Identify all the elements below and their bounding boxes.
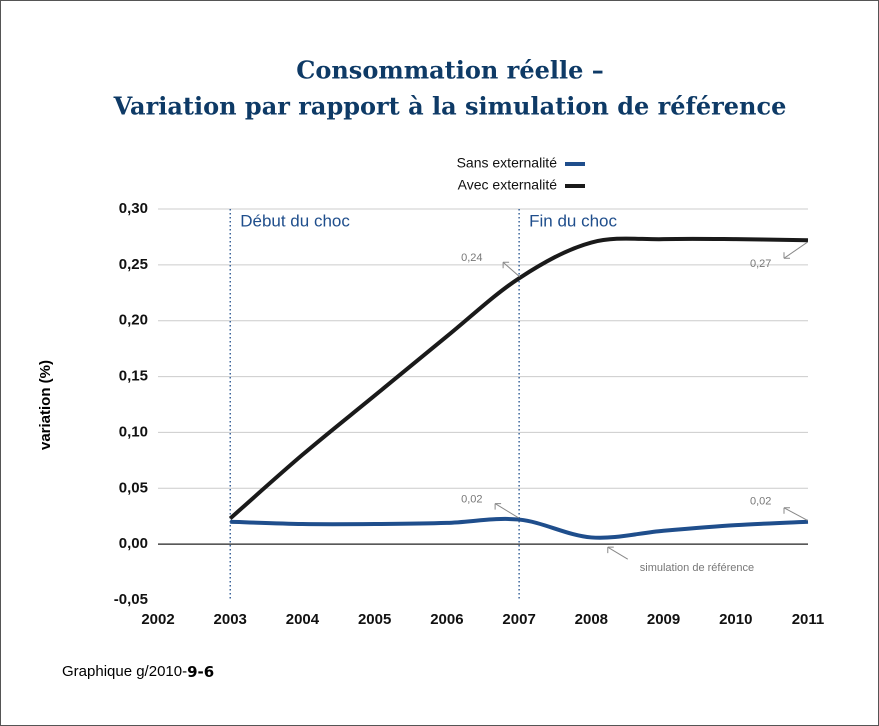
y-tick-label: 0,30 <box>119 200 148 217</box>
y-tick-label: 0,25 <box>119 256 148 273</box>
annotation: simulation de référence <box>640 562 754 574</box>
y-tick-label: 0,10 <box>119 423 148 440</box>
x-tick-label: 2007 <box>502 611 535 628</box>
annotation-arrow <box>494 503 519 519</box>
x-tick-label: 2005 <box>358 611 391 628</box>
legend-label: Avec externalité <box>458 177 558 193</box>
legend-label: Sans externalité <box>457 155 558 171</box>
annotation-arrow <box>502 261 520 278</box>
x-tick-label: 2010 <box>719 611 752 628</box>
annotation-arrowhead <box>502 261 510 269</box>
series-line <box>228 236 809 520</box>
shock-label: Début du choc <box>240 211 350 230</box>
x-tick-label: 2008 <box>575 611 608 628</box>
y-tick-label: 0,05 <box>119 479 148 496</box>
annotation-arrowhead <box>494 503 502 510</box>
y-tick-label: 0,00 <box>119 535 148 552</box>
x-tick-label: 2003 <box>214 611 247 628</box>
x-tick-label: 2004 <box>286 611 320 628</box>
annotation: 0,02 <box>461 493 482 505</box>
x-tick-label: 2009 <box>647 611 680 628</box>
y-tick-label: 0,20 <box>119 312 148 329</box>
annotation-arrow <box>607 546 629 560</box>
annotation-arrowhead <box>783 507 790 514</box>
footer-number: 9-6 <box>187 663 214 681</box>
annotation: 0,24 <box>461 252 482 264</box>
x-tick-label: 2011 <box>792 611 825 628</box>
annotation-arrow <box>783 507 808 521</box>
chart-title: Variation par rapport à la simulation de… <box>113 92 787 121</box>
x-tick-label: 2002 <box>141 611 174 628</box>
annotation: 0,02 <box>750 496 771 508</box>
annotation: 0,27 <box>750 258 771 270</box>
y-axis-label: variation (%) <box>37 360 54 450</box>
series-line <box>230 516 809 540</box>
shock-label: Fin du choc <box>529 211 617 230</box>
footer: Graphique g/2010-9-6 <box>62 663 214 681</box>
chart-title: Consommation réelle – <box>296 56 603 85</box>
annotation-arrowhead <box>783 252 790 259</box>
y-tick-label: -0,05 <box>114 591 148 608</box>
y-tick-label: 0,15 <box>119 368 148 385</box>
annotation-arrow <box>783 241 808 259</box>
footer-prefix: Graphique g/2010- <box>62 663 187 680</box>
x-tick-label: 2006 <box>430 611 463 628</box>
annotation-arrowhead <box>607 546 614 554</box>
